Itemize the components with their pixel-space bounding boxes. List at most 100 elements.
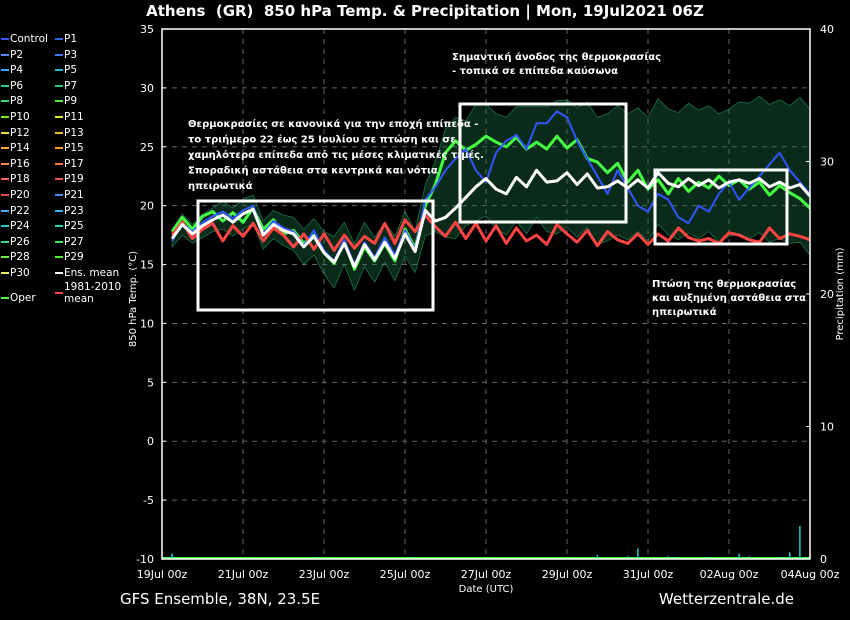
y2-tick-label: 30 xyxy=(820,156,834,169)
legend-swatch xyxy=(55,194,63,196)
legend-label: P5 xyxy=(64,64,78,77)
legend-item: P7 xyxy=(55,80,77,92)
legend-item: P1 xyxy=(55,33,77,45)
y-tick-label: -10 xyxy=(136,553,154,566)
legend-swatch xyxy=(55,256,63,259)
legend-swatch xyxy=(1,256,9,259)
legend-item: P15 xyxy=(55,142,84,154)
y-tick-label: -5 xyxy=(143,494,154,507)
legend-label: P17 xyxy=(64,157,84,170)
y-tick-label: 0 xyxy=(147,435,154,448)
x-tick-label: 31Jul 00z xyxy=(623,568,674,581)
legend-item: P20 xyxy=(1,189,30,201)
legend-label: P11 xyxy=(64,111,84,123)
annotation-box xyxy=(653,168,789,246)
legend-swatch xyxy=(55,116,63,118)
x-tick-label: 25Jul 00z xyxy=(380,568,431,581)
legend-item: P6 xyxy=(1,80,23,92)
legend-swatch xyxy=(55,100,63,103)
legend-item: P10 xyxy=(1,111,30,123)
series-line-control xyxy=(171,110,811,266)
legend-label: P3 xyxy=(64,48,78,61)
legend-item: P24 xyxy=(1,220,30,232)
y-tick-label: 30 xyxy=(140,82,154,95)
legend-item: P19 xyxy=(55,173,84,185)
series-lines xyxy=(170,110,812,271)
y-tick-label: 35 xyxy=(140,23,154,36)
annotation-note-2: Σημαντική άνοδος της θερμοκρασίας - τοπικ… xyxy=(452,51,661,77)
legend-label: P4 xyxy=(10,64,24,77)
annotation-box xyxy=(196,199,435,312)
legend-swatch xyxy=(55,292,63,295)
legend-item: P5 xyxy=(55,64,77,76)
annotation-boxes xyxy=(196,102,789,312)
legend-label: P12 xyxy=(10,126,30,139)
legend-label: P14 xyxy=(10,142,30,155)
legend-item: Ens. mean xyxy=(55,267,119,279)
y-tick-label: 20 xyxy=(140,200,154,213)
series-line-ens-mean xyxy=(170,168,812,269)
annotation-note-3: Πτώση της θερμοκρασίας και αυξημένη αστάθ… xyxy=(652,278,806,318)
legend-item: P4 xyxy=(1,64,23,76)
legend-label: P6 xyxy=(10,79,24,92)
y-tick-label: 5 xyxy=(147,376,154,389)
legend-swatch xyxy=(1,100,9,103)
legend-item: P23 xyxy=(55,205,84,217)
legend-label: P22 xyxy=(10,204,30,217)
legend-label: P8 xyxy=(10,95,24,108)
legend-item: P3 xyxy=(55,49,77,61)
legend-swatch xyxy=(1,194,9,196)
legend-label: P7 xyxy=(64,79,78,92)
legend-label: P15 xyxy=(64,142,84,155)
legend-item: P14 xyxy=(1,142,30,154)
legend-item: P8 xyxy=(1,95,23,107)
y2-axis-label: Precipitation (mm) xyxy=(835,247,846,340)
y-tick-label: 15 xyxy=(140,259,154,272)
legend-swatch xyxy=(1,147,9,150)
legend-label: P30 xyxy=(10,267,30,279)
x-tick-label: 02Aug 00z xyxy=(700,568,759,581)
legend-item: P25 xyxy=(55,220,84,232)
legend-swatch xyxy=(55,69,63,72)
legend-swatch xyxy=(55,272,63,274)
legend-item: P2 xyxy=(1,49,23,61)
legend: Control P1 P2 P3 P4 P5 P6 P7 P8 P9 P10 P11 P12 P13 P14… xyxy=(0,33,130,323)
legend-swatch xyxy=(1,162,9,165)
legend-item: P22 xyxy=(1,205,30,217)
legend-label: P9 xyxy=(64,95,78,108)
legend-swatch xyxy=(55,131,63,134)
chart-title: Athens (GR) 850 hPa Temp. & Precipitatio… xyxy=(146,2,704,20)
annotation-text: Θερμοκρασίες σε κανονικά για την εποχή ε… xyxy=(188,51,806,318)
legend-swatch xyxy=(1,84,9,87)
legend-item: Control xyxy=(1,33,48,45)
x-tick-label: 23Jul 00z xyxy=(299,568,350,581)
series-line-1981-2010-mean xyxy=(170,213,811,252)
legend-swatch xyxy=(1,178,9,181)
legend-swatch xyxy=(55,38,63,40)
y2-tick-label: 20 xyxy=(820,288,834,301)
legend-item: P16 xyxy=(1,158,30,170)
legend-item: 1981-2010 mean xyxy=(55,281,121,305)
legend-item: P26 xyxy=(1,236,30,248)
legend-item: P18 xyxy=(1,173,30,185)
legend-label: P27 xyxy=(64,235,84,248)
legend-label: P2 xyxy=(10,48,24,61)
legend-label: Control xyxy=(10,33,48,45)
legend-item: P11 xyxy=(55,111,84,123)
legend-swatch xyxy=(55,53,63,56)
legend-swatch xyxy=(1,53,9,56)
y2-tick-label: 0 xyxy=(820,553,827,566)
legend-swatch xyxy=(1,240,9,243)
legend-item: P30 xyxy=(1,267,30,279)
legend-label: P20 xyxy=(10,189,30,201)
legend-item: P28 xyxy=(1,251,30,263)
legend-label: 1981-2010 mean xyxy=(64,281,122,306)
legend-swatch xyxy=(55,225,63,228)
legend-label: P19 xyxy=(64,173,84,186)
legend-label: P10 xyxy=(10,111,30,123)
y2-tick-label: 10 xyxy=(820,421,834,434)
legend-swatch xyxy=(55,209,63,212)
legend-swatch xyxy=(55,162,63,165)
legend-swatch xyxy=(55,84,63,87)
legend-swatch xyxy=(1,38,9,40)
